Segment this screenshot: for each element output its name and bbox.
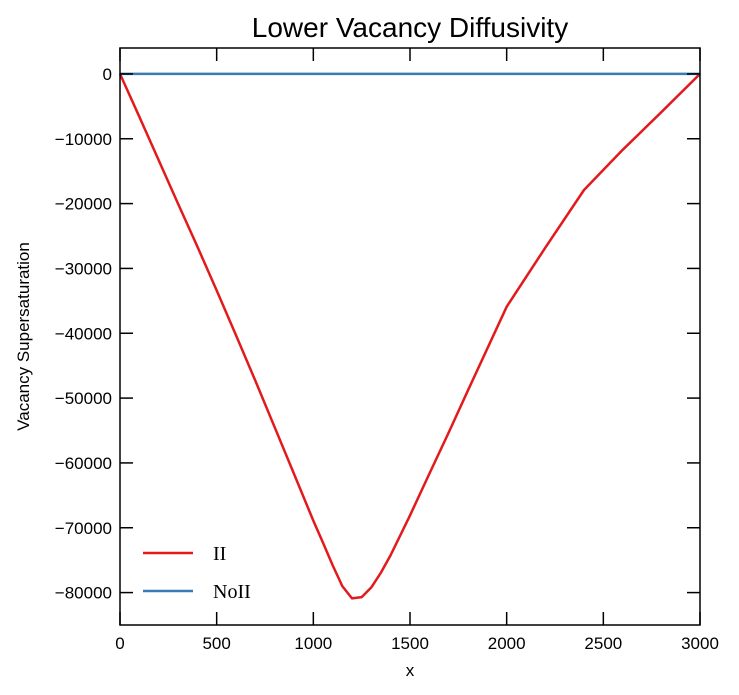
x-tick-label: 1500 xyxy=(391,634,429,653)
legend-label: NoII xyxy=(213,581,251,603)
series-line-1 xyxy=(118,73,701,600)
y-tick-label: −60000 xyxy=(55,454,112,473)
y-axis-label: Vacancy Supersaturation xyxy=(14,242,33,431)
x-tick-label: 0 xyxy=(115,634,124,653)
legend-label: II xyxy=(213,543,226,565)
y-tick-label: −20000 xyxy=(55,195,112,214)
y-tick-label: −10000 xyxy=(55,130,112,149)
chart-title: Lower Vacancy Diffusivity xyxy=(252,12,568,43)
x-tick-label: 1000 xyxy=(294,634,332,653)
y-tick-label: −70000 xyxy=(55,519,112,538)
x-tick-label: 3000 xyxy=(681,634,719,653)
y-tick-label: −30000 xyxy=(55,259,112,278)
plot-area xyxy=(118,72,701,600)
y-tick-label: 0 xyxy=(103,65,112,84)
x-axis-label: x xyxy=(406,661,415,680)
x-tick-label: 2000 xyxy=(488,634,526,653)
plot-frame xyxy=(119,47,701,626)
x-tick-label: 2500 xyxy=(584,634,622,653)
y-tick-label: −40000 xyxy=(55,324,112,343)
x-tick-label: 500 xyxy=(202,634,230,653)
y-tick-label: −80000 xyxy=(55,584,112,603)
legend: II NoII xyxy=(143,543,251,603)
y-tick-label: −50000 xyxy=(55,389,112,408)
axis-ticks: 0 500 1000 1500 2000 2500 3000 0 −10000 −20000 −30… xyxy=(55,48,719,653)
